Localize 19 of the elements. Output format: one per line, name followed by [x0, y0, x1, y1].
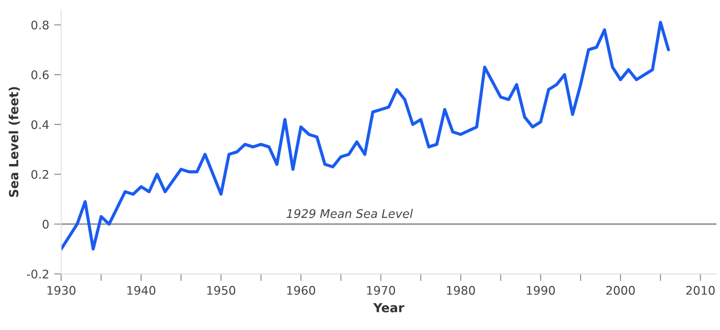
y-tick-label: 0	[42, 220, 49, 229]
ref-line-label: 1929 Mean Sea Level	[286, 208, 413, 218]
x-tick-label: 1950	[207, 286, 236, 295]
y-tick-label: 0.4	[31, 120, 49, 130]
line-series	[61, 20, 670, 251]
y-tick-label: 0.6	[31, 70, 49, 80]
x-tick-label: 2000	[606, 286, 635, 295]
x-axis-title: Year	[373, 303, 404, 312]
x-tick-label: 1960	[287, 286, 316, 295]
y-tick-label: 0.8	[31, 20, 49, 30]
x-tick-label: 1990	[526, 286, 555, 295]
x-tick-label: 1980	[446, 286, 475, 295]
x-tick-label: 1940	[127, 286, 156, 295]
y-axis-title: Sea Level (feet)	[8, 87, 20, 197]
x-tick-label: 1930	[47, 286, 76, 295]
y-tick-label: 0.2	[31, 170, 48, 179]
x-tick-label: 2010	[686, 286, 715, 295]
x-tick-label: 1970	[367, 286, 396, 295]
y-tick-label: -0.2	[26, 270, 48, 279]
